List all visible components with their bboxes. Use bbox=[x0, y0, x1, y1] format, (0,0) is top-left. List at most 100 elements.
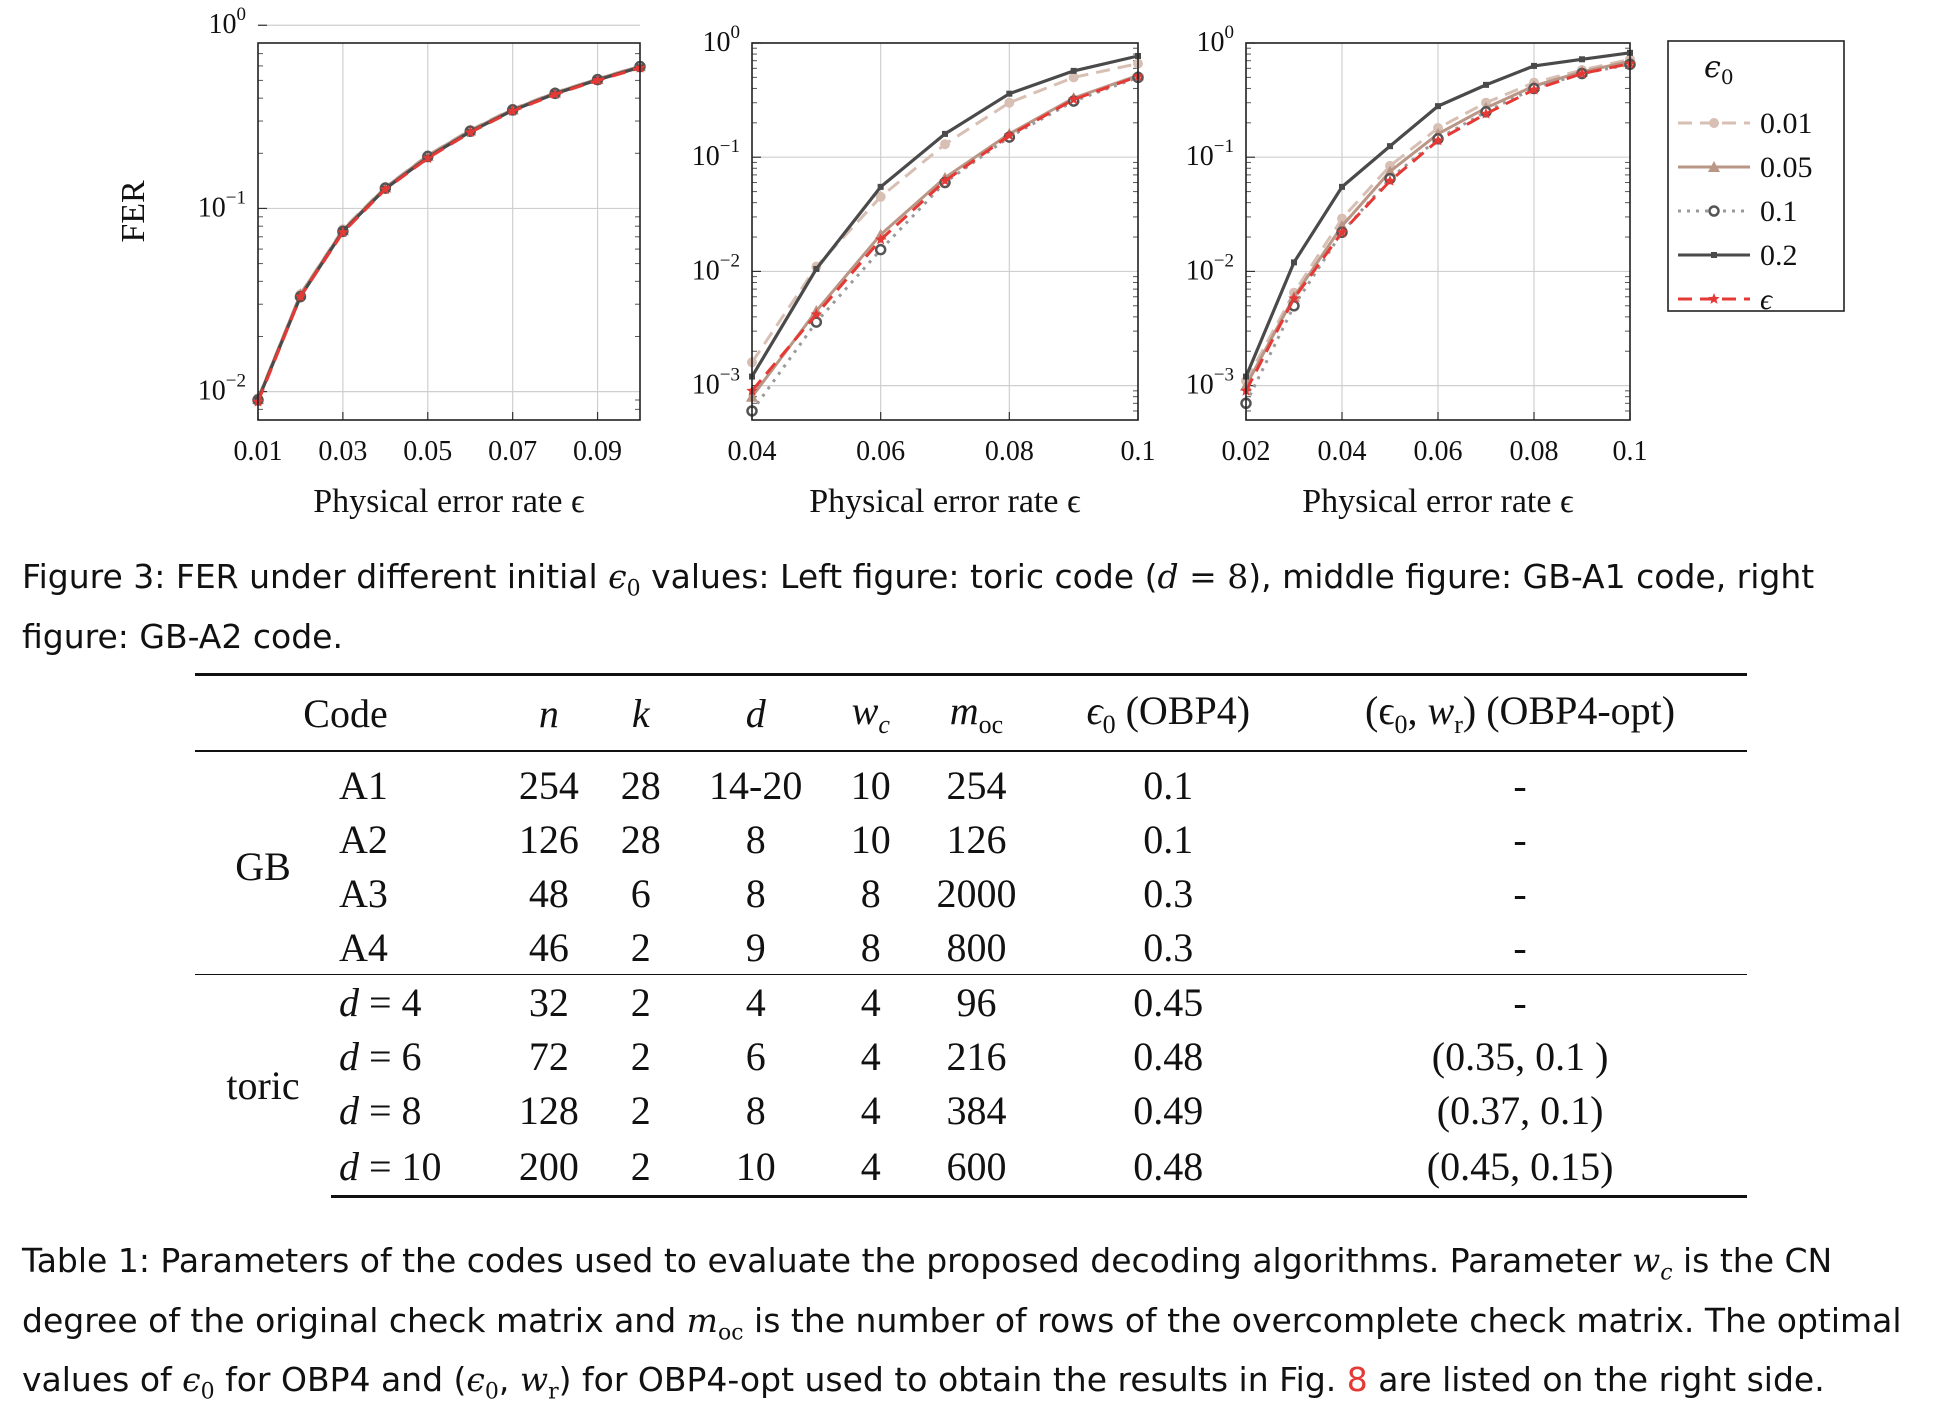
table-row: d = 8 128 2 8 4 384 0.49 (0.37, 0.1) bbox=[195, 1083, 1747, 1137]
y-tick-label: 10−3 bbox=[692, 365, 740, 401]
cell-code: A4 bbox=[339, 924, 388, 970]
data-point bbox=[1384, 174, 1396, 186]
cell-wc: 4 bbox=[860, 1033, 881, 1079]
table-row: toric d = 4 32 2 4 4 96 0.45 - bbox=[195, 974, 1747, 1197]
y-tick-label: 100 bbox=[703, 22, 741, 58]
plot-gb-a2: 0.02 0.04 0.06 0.08 0.1 100 10−1 10−2 10−3 Physic… bbox=[1186, 22, 1648, 520]
cell-k: 2 bbox=[601, 974, 680, 1029]
legend-marker bbox=[1708, 205, 1720, 217]
cell-k: 2 bbox=[601, 1137, 680, 1198]
data-point bbox=[1480, 107, 1492, 119]
series-line bbox=[256, 64, 641, 399]
x-tick-label: 0.05 bbox=[403, 436, 452, 467]
table-row: A3 48 6 8 8 2000 0.3 - bbox=[195, 866, 1747, 920]
x-tick-label: 0.04 bbox=[728, 436, 777, 467]
cell-n: 128 bbox=[518, 1087, 579, 1133]
cell-code: A1 bbox=[339, 762, 388, 808]
table-group-gb: GB A1 254 28 14-20 10 254 0.1 - A2 126 2… bbox=[195, 751, 1747, 975]
cell-eps: 0.49 bbox=[1133, 1087, 1204, 1133]
y-tick-label: 100 bbox=[1197, 22, 1235, 58]
header-wc: wc bbox=[831, 673, 910, 752]
cell-eps: 0.48 bbox=[1043, 1137, 1294, 1198]
data-point bbox=[810, 308, 822, 320]
cell-n: 254 bbox=[518, 762, 579, 808]
legend-label: 0.05 bbox=[1760, 151, 1813, 184]
legend-label: ϵ bbox=[1760, 283, 1774, 316]
header-code: Code bbox=[195, 673, 496, 752]
y-tick-label: 10−1 bbox=[692, 136, 740, 172]
legend-marker bbox=[1708, 293, 1720, 304]
cell-n: 126 bbox=[518, 816, 579, 862]
x-tick-label: 0.09 bbox=[573, 436, 622, 467]
x-tick-label: 0.06 bbox=[1414, 436, 1463, 467]
cell-n: 72 bbox=[528, 1033, 569, 1079]
cell-n: 46 bbox=[528, 924, 569, 970]
data-point bbox=[810, 316, 823, 328]
data-point bbox=[1004, 97, 1015, 108]
cell-eps: 0.3 bbox=[1143, 924, 1194, 970]
data-point bbox=[1339, 183, 1345, 190]
y-tick-label: 10−2 bbox=[692, 250, 740, 286]
data-point bbox=[1070, 67, 1077, 74]
cell-opt: (0.45, 0.15) bbox=[1293, 1137, 1747, 1198]
y-axis-label: FER bbox=[115, 180, 152, 243]
data-point bbox=[877, 183, 884, 190]
data-point bbox=[1432, 134, 1444, 146]
table-group-toric: toric d = 4 32 2 4 4 96 0.45 - d = 6 72 … bbox=[195, 974, 1747, 1198]
x-tick-label: 0.1 bbox=[1121, 436, 1156, 467]
data-point bbox=[507, 105, 519, 116]
x-tick-label: 0.02 bbox=[1222, 436, 1271, 467]
x-axis-label: Physical error rate ϵ bbox=[1302, 483, 1574, 520]
cell-opt: - bbox=[1293, 974, 1747, 1029]
series-line bbox=[256, 65, 641, 401]
series-line bbox=[256, 66, 641, 403]
figure-caption: Figure 3: FER under different initial ϵ0… bbox=[22, 557, 1815, 656]
cell-d: 4 bbox=[679, 974, 832, 1029]
table-caption: Table 1: Parameters of the codes used to… bbox=[22, 1241, 1902, 1405]
header-n: n bbox=[495, 673, 602, 752]
legend-label: 0.01 bbox=[1760, 107, 1813, 140]
data-point bbox=[549, 88, 561, 100]
plot-frame bbox=[751, 42, 1139, 421]
legend-label: 0.1 bbox=[1760, 195, 1798, 228]
data-point bbox=[1336, 226, 1348, 238]
cell-code: A2 bbox=[339, 816, 388, 862]
cell-k: 2 bbox=[630, 1033, 651, 1079]
cell-eps: 0.3 bbox=[1143, 870, 1194, 916]
cell-d: 10 bbox=[679, 1137, 832, 1198]
header-eps-obp4: ϵ0 (OBP4) bbox=[1043, 673, 1294, 752]
data-point bbox=[337, 226, 349, 238]
cell-k: 2 bbox=[630, 1087, 651, 1133]
figure-8-link[interactable]: 8 bbox=[1346, 1360, 1368, 1400]
series-line bbox=[750, 73, 1139, 398]
data-point bbox=[1483, 81, 1489, 88]
table-row: d = 6 72 2 6 4 216 0.48 (0.35, 0.1 ) bbox=[195, 1029, 1747, 1083]
data-point bbox=[1006, 90, 1013, 97]
x-tick-label: 0.07 bbox=[488, 436, 537, 467]
cell-d: 8 bbox=[745, 1087, 766, 1133]
cell-moc: 254 bbox=[946, 762, 1007, 808]
cell-n: 200 bbox=[495, 1137, 602, 1198]
cell-code: d = 6 bbox=[339, 1033, 422, 1079]
x-tick-label: 0.06 bbox=[856, 436, 905, 467]
cell-d: 14-20 bbox=[709, 762, 803, 808]
cell-eps: 0.1 bbox=[1143, 762, 1194, 808]
cell-opt: - bbox=[1513, 870, 1527, 916]
x-axis-label: Physical error rate ϵ bbox=[809, 483, 1081, 520]
cell-code: d = 4 bbox=[331, 974, 496, 1029]
legend-marker bbox=[1711, 252, 1717, 258]
legend-label: 0.2 bbox=[1760, 239, 1798, 272]
cell-k: 28 bbox=[620, 816, 661, 862]
cell-d: 8 bbox=[745, 870, 766, 916]
data-point bbox=[1435, 103, 1441, 110]
cell-d: 9 bbox=[745, 924, 766, 970]
figure-3-plots: 0.01 0.03 0.05 0.07 0.09 100 10−1 10−2 Physical … bbox=[115, 4, 1845, 520]
x-axis-label: Physical error rate ϵ bbox=[313, 483, 585, 520]
data-point bbox=[875, 191, 886, 202]
plot-gb-a1: 0.04 0.06 0.08 0.1 100 10−1 10−2 10−3 Physical e… bbox=[692, 22, 1156, 520]
series-line bbox=[256, 64, 641, 400]
data-point bbox=[422, 152, 434, 164]
table-row: A4 46 2 9 8 800 0.3 - bbox=[195, 920, 1747, 975]
header-k: k bbox=[601, 673, 680, 752]
plot-frame bbox=[257, 42, 641, 421]
